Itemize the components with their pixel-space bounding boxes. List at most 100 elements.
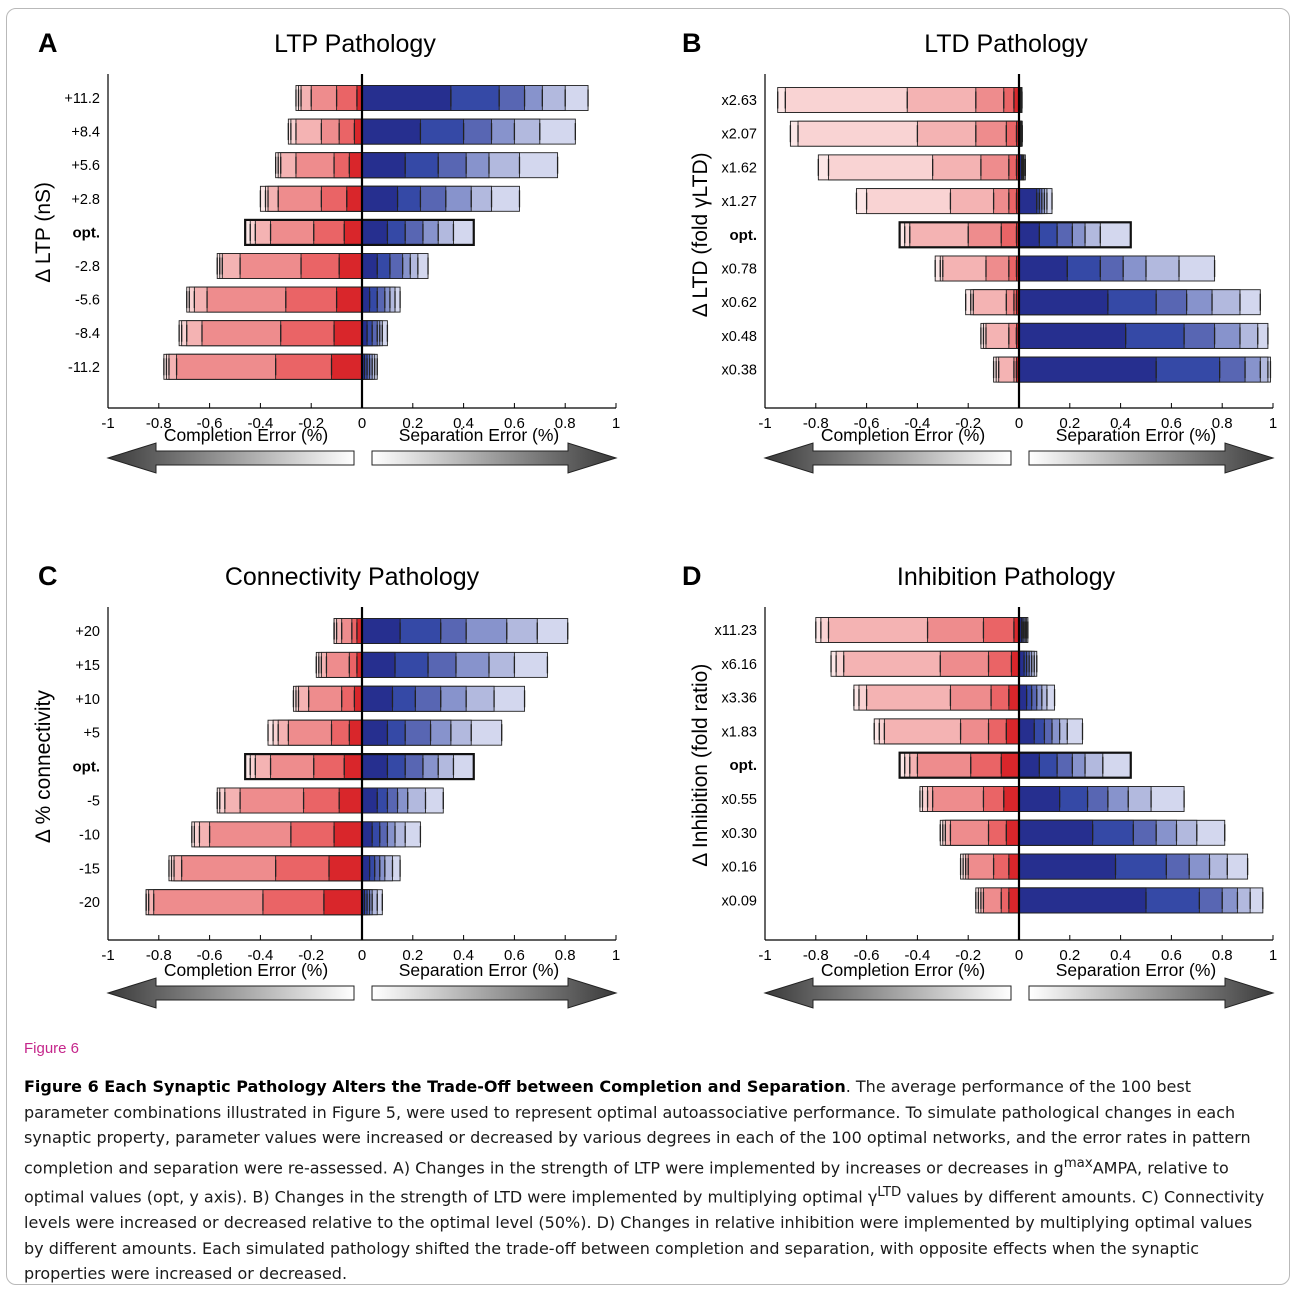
caption-sup-1: max [1063, 1155, 1093, 1171]
completion-error-bar [1005, 819, 1020, 846]
tick-label-x: -0.2 [955, 415, 981, 432]
completion-error-label: Completion Error (%) [821, 960, 985, 980]
tick-label-x: 0 [358, 947, 366, 964]
tick-label-x: 0.2 [402, 947, 423, 964]
chart-title: Connectivity Pathology [225, 563, 480, 591]
tick-label-x: -0.6 [854, 947, 880, 964]
completion-error-bar [338, 253, 363, 279]
separation-error-bar [1018, 819, 1094, 846]
tick-label-x: -0.4 [247, 415, 273, 432]
tick-label-y: x1.83 [722, 724, 757, 740]
completion-error-bar [328, 855, 363, 882]
separation-error-bar [1018, 786, 1061, 812]
tick-label-x: -1 [101, 415, 114, 432]
tick-label-y: opt. [73, 759, 101, 776]
y-axis-label: Δ Inhibition (fold ratio) [689, 664, 712, 867]
completion-error-bar [1005, 718, 1020, 745]
caption-text-1: . The average performance of the 100 bes… [24, 1077, 1251, 1177]
completion-error-bar [353, 118, 363, 145]
completion-error-bar [336, 286, 363, 313]
panel-letter: B [682, 28, 702, 58]
tick-label-y: +15 [75, 658, 100, 674]
separation-error-bar [361, 753, 388, 780]
tick-label-x: 0.6 [504, 947, 525, 964]
completion-error-bar [323, 889, 363, 916]
tick-label-x: -0.6 [854, 415, 880, 432]
tick-label-y: -10 [79, 827, 100, 843]
tick-label-y: -5.6 [75, 293, 100, 309]
tick-label-x: 0.4 [1110, 947, 1131, 964]
tick-label-y: -8.4 [75, 326, 100, 342]
tick-label-x: -0.8 [803, 415, 829, 432]
separation-error-bar [361, 118, 421, 145]
completion-error-bar [1008, 887, 1020, 914]
completion-error-bar [333, 320, 363, 347]
separation-error-bar [361, 821, 373, 848]
separation-error-bar [361, 685, 393, 712]
separation-arrow [371, 442, 618, 474]
separation-error-bar [361, 855, 371, 882]
tick-label-y: x2.63 [722, 93, 757, 109]
separation-error-bar [1018, 718, 1035, 745]
completion-error-bar [1003, 786, 1020, 812]
tick-label-x: 1 [1269, 415, 1277, 432]
tick-label-x: -0.4 [247, 947, 273, 964]
separation-error-bar [1018, 356, 1157, 383]
tick-label-x: 0 [1015, 947, 1023, 964]
tick-label-y: +10 [75, 692, 100, 708]
completion-error-bar [353, 685, 363, 712]
separation-error-bar [361, 85, 452, 111]
y-axis-label: Δ LTD (fold γLTD) [689, 152, 712, 317]
tick-label-x: 0.8 [1212, 947, 1233, 964]
chart-title: LTP Pathology [274, 30, 436, 58]
tick-label-y: opt. [730, 757, 758, 774]
tick-label-x: 0.6 [1161, 947, 1182, 964]
completion-arrow [763, 977, 1012, 1009]
tick-label-x: 0.4 [1110, 415, 1131, 432]
separation-error-bar [1018, 684, 1028, 711]
tick-label-x: -0.4 [904, 947, 930, 964]
tick-label-x: 0 [1015, 415, 1023, 432]
separation-error-bar [361, 185, 399, 212]
tick-label-x: 0 [358, 415, 366, 432]
tick-label-y: x0.30 [722, 826, 757, 842]
separation-error-bar [361, 651, 396, 678]
completion-error-bar [348, 719, 363, 746]
y-axis-label: Δ LTP (nS) [32, 182, 55, 283]
separation-error-bar [361, 253, 378, 279]
completion-error-bar [1000, 752, 1020, 779]
tick-label-x: 0.6 [504, 415, 525, 432]
figure-label[interactable]: Figure 6 [24, 1040, 80, 1057]
optimal-bar-outline [898, 751, 1132, 779]
tick-label-x: 0.8 [1212, 415, 1233, 432]
completion-error-bar [346, 185, 363, 212]
completion-arrow [763, 442, 1012, 474]
separation-error-bar [361, 719, 388, 746]
tick-label-y: x1.27 [722, 194, 757, 210]
separation-arrow [371, 977, 618, 1009]
caption-title: Figure 6 Each Synaptic Pathology Alters … [24, 1077, 846, 1096]
completion-error-bar [338, 787, 363, 814]
tick-label-x: 1 [612, 415, 620, 432]
tick-label-y: +11.2 [64, 91, 100, 107]
tick-label-y: x0.55 [722, 792, 757, 808]
optimal-bar-outline [244, 218, 475, 246]
tick-label-x: -1 [758, 415, 771, 432]
tick-label-y: +5.6 [71, 158, 100, 174]
tick-label-y: -20 [79, 895, 100, 911]
tick-label-y: +2.8 [71, 192, 100, 208]
completion-error-bar [348, 152, 363, 179]
completion-error-bar [343, 219, 363, 246]
figure-frame [6, 8, 1290, 1285]
chart-title: Inhibition Pathology [897, 563, 1116, 591]
figure-6-chart: A LTP Pathology Δ LTP (nS) +11.2 +8.4 +5.6 +2.… [32, 28, 1277, 1009]
panel-letter: C [38, 561, 58, 591]
tick-label-y: opt. [730, 227, 758, 244]
separation-error-bar [1018, 322, 1127, 349]
tick-label-x: -0.8 [146, 947, 172, 964]
tick-label-x: -0.2 [955, 947, 981, 964]
separation-error-bar [361, 152, 406, 179]
tick-label-x: 0.2 [1059, 415, 1080, 432]
separation-arrow [1028, 442, 1275, 474]
tick-label-y: x0.16 [722, 860, 757, 876]
